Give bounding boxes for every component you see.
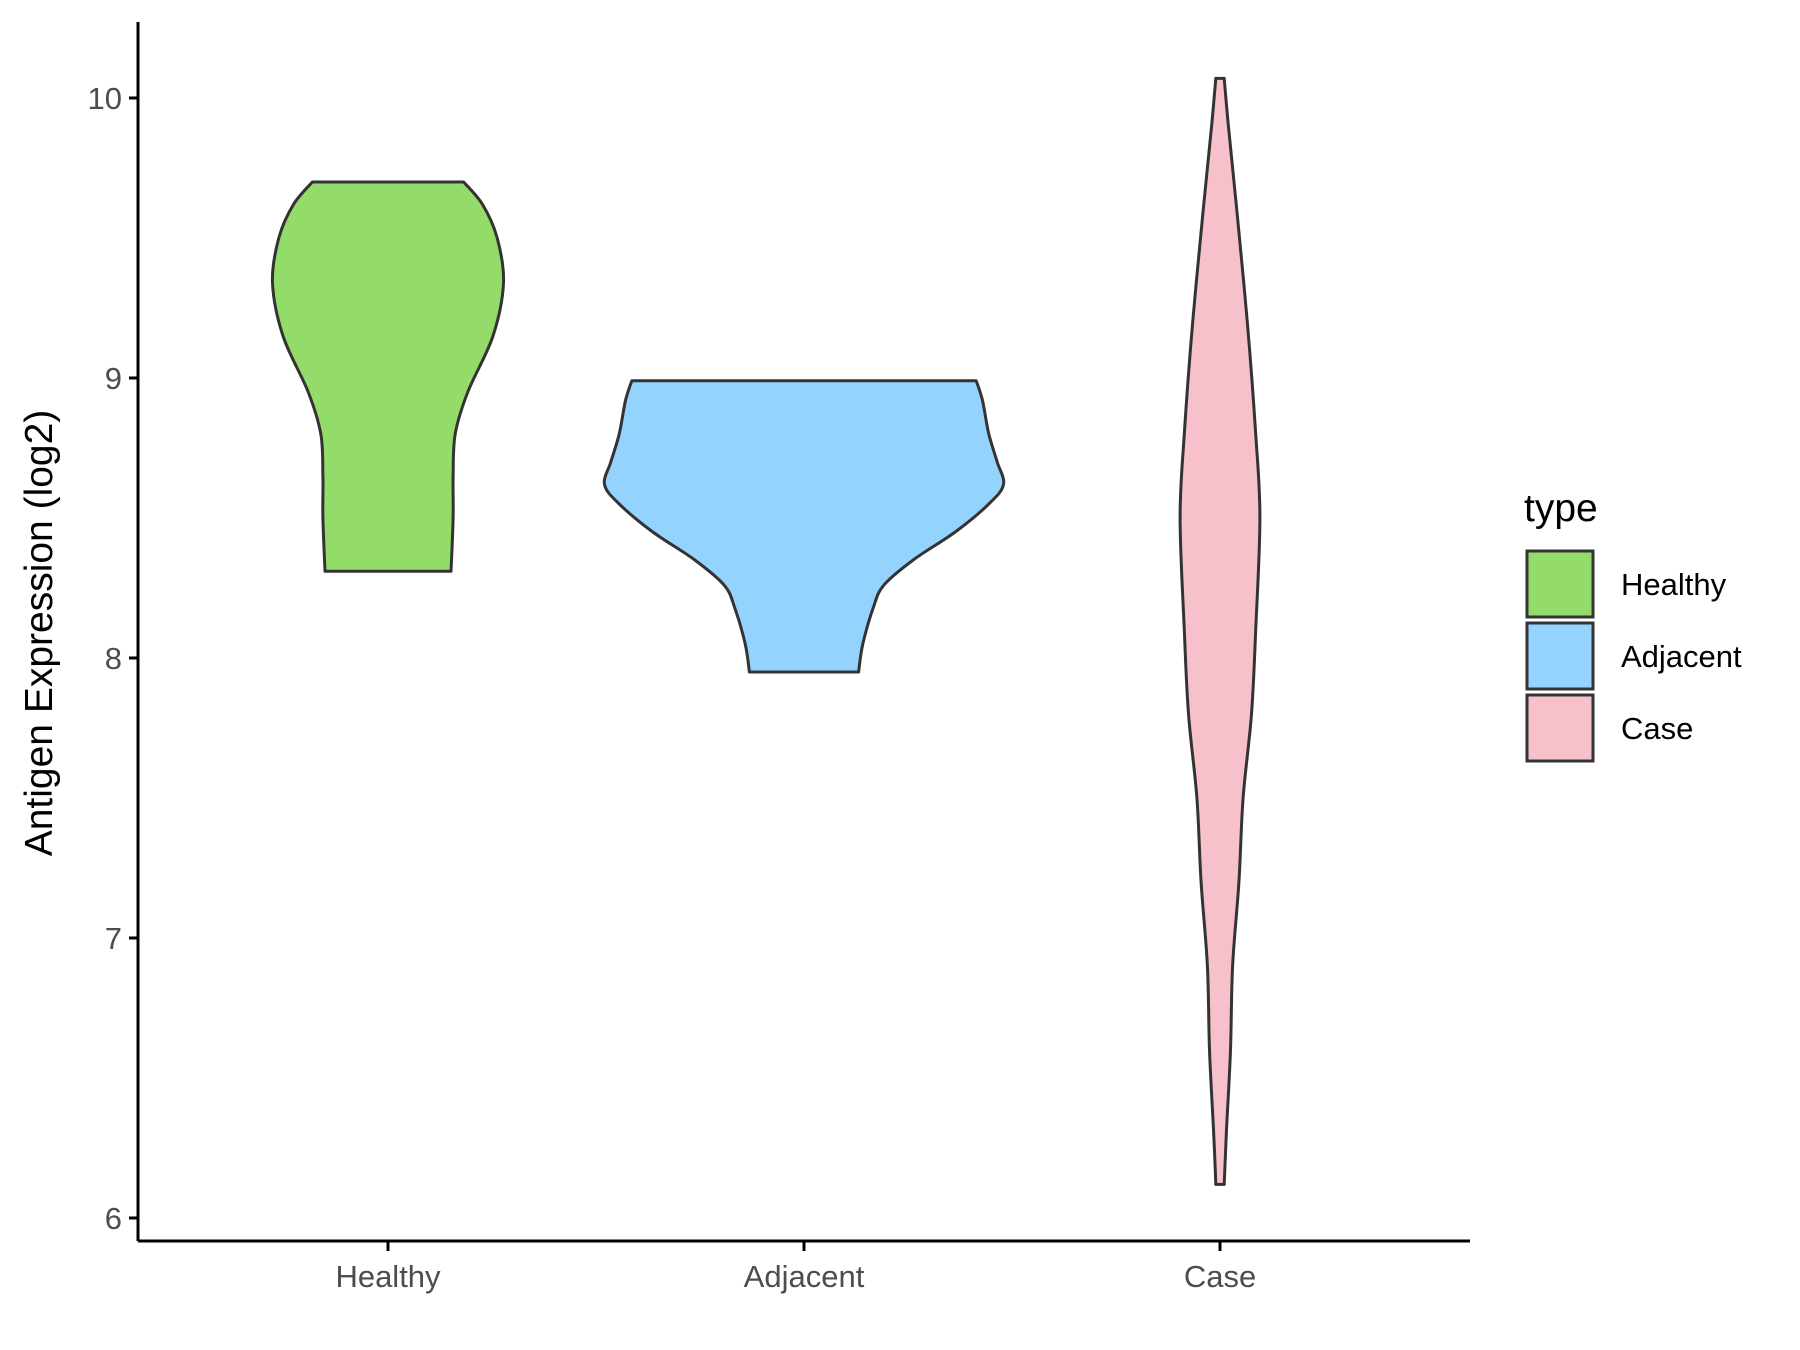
legend-swatch-adjacent	[1525, 621, 1595, 691]
y-axis-title: Antigen Expression (log2)	[18, 410, 61, 857]
x-tick-label: Case	[1184, 1259, 1256, 1294]
legend-swatch-healthy	[1525, 549, 1595, 619]
legend-label-case: Case	[1621, 711, 1693, 746]
legend-label-adjacent: Adjacent	[1621, 639, 1742, 674]
legend-swatch-case	[1525, 693, 1595, 763]
violin-adjacent	[602, 379, 1006, 674]
y-tick-label: 9	[105, 361, 122, 396]
y-tick-label: 6	[105, 1201, 122, 1236]
violin-healthy	[270, 180, 506, 573]
y-axis-ticks: 6 7 8 9 10	[88, 81, 138, 1236]
x-tick-label: Adjacent	[744, 1259, 865, 1294]
legend: type Healthy Adjacent Case	[1524, 487, 1742, 763]
violin-layer	[270, 76, 1262, 1186]
legend-title: type	[1524, 487, 1598, 530]
x-tick-label: Healthy	[335, 1259, 441, 1294]
y-tick-label: 7	[105, 921, 122, 956]
violin-case	[1178, 76, 1262, 1186]
legend-label-healthy: Healthy	[1621, 567, 1727, 602]
x-axis-ticks: Healthy Adjacent Case	[335, 1241, 1256, 1294]
y-tick-label: 8	[105, 641, 122, 676]
y-tick-label: 10	[88, 81, 122, 116]
